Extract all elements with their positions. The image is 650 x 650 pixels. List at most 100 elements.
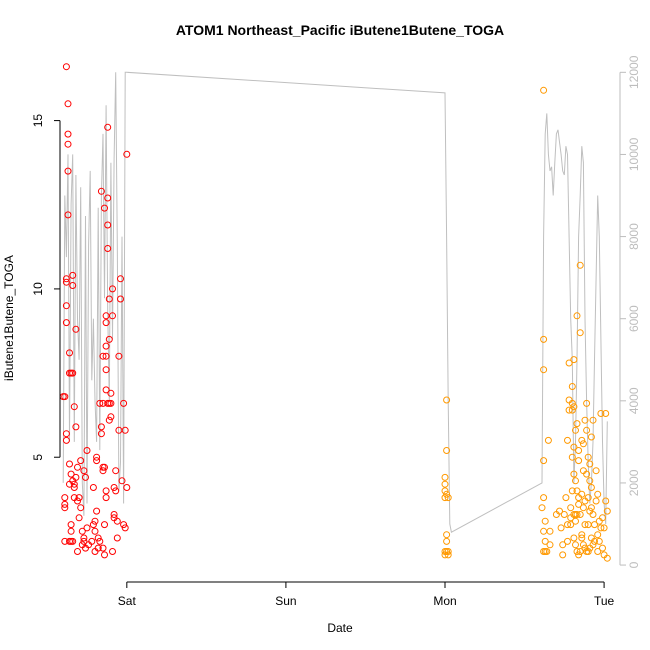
- data-point-orange: [603, 507, 611, 515]
- right-y-tick-label: 2000: [627, 469, 641, 496]
- data-point-orange: [441, 494, 449, 502]
- data-point-orange: [573, 511, 581, 518]
- data-point-red: [64, 130, 72, 138]
- data-point-red: [80, 467, 88, 475]
- data-point-orange: [543, 548, 551, 555]
- data-point-red: [62, 63, 70, 71]
- data-point-red: [105, 335, 113, 343]
- data-point-orange: [443, 537, 451, 545]
- data-point-orange: [603, 554, 611, 562]
- data-point-orange: [587, 504, 595, 512]
- data-point-red: [102, 319, 110, 327]
- data-point-red: [78, 527, 86, 535]
- y-axis: 5 10 15: [31, 114, 61, 461]
- data-point-red: [97, 423, 105, 431]
- x-axis-label: Date: [327, 621, 353, 635]
- data-point-orange: [564, 521, 571, 529]
- data-point-red: [102, 342, 110, 350]
- data-point-red: [62, 430, 70, 438]
- data-point-red: [109, 285, 116, 293]
- data-point-red: [77, 457, 85, 465]
- data-point-orange: [589, 416, 597, 424]
- data-point-red: [75, 494, 83, 502]
- concentration-line: [62, 71, 608, 533]
- data-point-orange: [568, 383, 576, 390]
- data-point-red: [99, 352, 107, 360]
- data-point-orange: [587, 484, 595, 491]
- data-point-red: [70, 403, 78, 411]
- data-point-orange: [583, 470, 591, 478]
- data-point-red: [110, 511, 118, 518]
- data-point-red: [89, 521, 97, 529]
- data-point-red: [117, 295, 124, 303]
- data-point-orange: [540, 335, 548, 343]
- data-point-red: [113, 534, 121, 542]
- data-point-orange: [441, 487, 449, 495]
- data-point-orange: [584, 548, 592, 555]
- data-point-red: [112, 467, 120, 475]
- data-point-red: [104, 221, 112, 229]
- data-point-red: [94, 534, 102, 542]
- data-point-red: [70, 480, 78, 488]
- data-point-orange: [599, 544, 606, 552]
- right-y-tick-label: 8000: [627, 223, 641, 250]
- data-point-orange: [583, 399, 591, 407]
- data-point-red: [77, 504, 85, 512]
- data-point-red: [93, 507, 101, 515]
- data-point-orange: [586, 477, 594, 485]
- data-point-red: [120, 521, 128, 529]
- data-point-orange: [602, 410, 610, 417]
- data-point-red: [64, 167, 72, 175]
- points-group: [59, 63, 611, 562]
- data-point-red: [104, 123, 112, 131]
- data-point-orange: [576, 261, 584, 269]
- data-point-red: [107, 389, 115, 397]
- data-point-red: [115, 352, 123, 360]
- data-point-red: [121, 524, 129, 532]
- right-y-tick-label: 12000: [627, 55, 641, 89]
- data-point-orange: [540, 86, 548, 94]
- data-point-orange: [568, 453, 576, 461]
- data-point-red: [121, 426, 129, 434]
- data-point-orange: [594, 531, 602, 539]
- data-point-orange: [444, 548, 452, 555]
- data-point-red: [109, 548, 116, 555]
- data-point-orange: [575, 551, 583, 559]
- data-point-orange: [578, 490, 586, 498]
- data-point-orange: [600, 524, 608, 532]
- data-point-red: [64, 100, 72, 108]
- data-point-orange: [583, 426, 591, 434]
- data-point-orange: [444, 494, 452, 502]
- data-point-red: [101, 521, 108, 529]
- right-y-tick-label: 6000: [627, 305, 641, 332]
- data-point-red: [107, 413, 115, 421]
- data-point-orange: [567, 521, 575, 529]
- data-point-red: [62, 278, 70, 286]
- data-point-orange: [572, 477, 579, 485]
- line-series-group: [62, 71, 608, 533]
- data-point-orange: [570, 534, 578, 542]
- chart-title: ATOM1 Northeast_Pacific iButene1Butene_T…: [176, 22, 504, 38]
- data-point-red: [69, 282, 77, 289]
- data-point-orange: [443, 447, 451, 454]
- data-point-orange: [584, 494, 592, 502]
- data-point-orange: [589, 541, 597, 549]
- data-point-red: [62, 319, 70, 327]
- data-point-orange: [581, 521, 589, 529]
- data-point-orange: [560, 511, 568, 518]
- data-point-red: [64, 211, 72, 219]
- data-point-red: [113, 517, 121, 525]
- right-y-axis: 0 2000 4000 6000 8000 10000 12000: [619, 55, 641, 568]
- data-point-orange: [557, 524, 565, 532]
- data-point-orange: [444, 551, 452, 559]
- data-point-red: [117, 275, 124, 283]
- data-point-red: [66, 460, 73, 468]
- data-point-orange: [573, 420, 581, 428]
- data-point-orange: [570, 403, 578, 411]
- data-point-orange: [575, 457, 583, 465]
- data-point-red: [102, 494, 110, 502]
- data-point-orange: [595, 537, 603, 545]
- data-point-red: [72, 473, 80, 481]
- data-point-red: [118, 477, 126, 485]
